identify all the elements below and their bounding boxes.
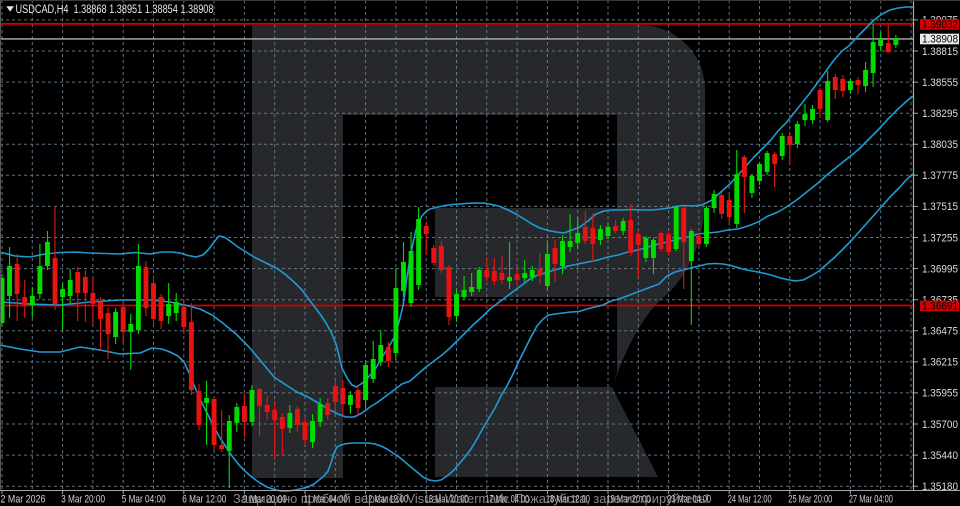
svg-text:Защищено пробной версией Visua: Защищено пробной версией Visual Watermar… xyxy=(233,491,709,506)
svg-text:1.38815: 1.38815 xyxy=(922,46,958,58)
svg-text:19 Mar 20:00: 19 Mar 20:00 xyxy=(607,494,651,506)
svg-text:1.38908: 1.38908 xyxy=(922,34,958,46)
svg-text:25 Mar 20:00: 25 Mar 20:00 xyxy=(788,494,832,506)
svg-text:1.35700: 1.35700 xyxy=(922,419,958,431)
svg-text:17 Mar 04:00: 17 Mar 04:00 xyxy=(485,494,529,506)
svg-text:3 Mar 20:00: 3 Mar 20:00 xyxy=(61,494,105,506)
svg-text:1.37775: 1.37775 xyxy=(922,170,958,182)
svg-text:13 Mar 20:00: 13 Mar 20:00 xyxy=(425,494,469,506)
svg-text:24 Mar 12:00: 24 Mar 12:00 xyxy=(728,494,772,506)
svg-text:1.35440: 1.35440 xyxy=(922,450,958,462)
svg-text:1.36215: 1.36215 xyxy=(922,357,958,369)
svg-text:1.38035: 1.38035 xyxy=(922,139,958,151)
svg-text:6 Mar 12:00: 6 Mar 12:00 xyxy=(182,494,226,506)
svg-text:1.35180: 1.35180 xyxy=(922,481,958,493)
svg-text:1.36995: 1.36995 xyxy=(922,263,958,275)
svg-text:1.37255: 1.37255 xyxy=(922,232,958,244)
svg-text:23 Mar 04:00: 23 Mar 04:00 xyxy=(667,494,711,506)
svg-text:5 Mar 04:00: 5 Mar 04:00 xyxy=(122,494,166,506)
svg-text:USDCAD,H4 1.38868 1.38951 1.3: USDCAD,H4 1.38868 1.38951 1.38854 1.3890… xyxy=(16,4,214,16)
svg-text:12 Mar 12:00: 12 Mar 12:00 xyxy=(364,494,408,506)
svg-text:11 Mar 04:00: 11 Mar 04:00 xyxy=(304,494,348,506)
svg-text:18 Mar 12:00: 18 Mar 12:00 xyxy=(546,494,590,506)
svg-text:1.36475: 1.36475 xyxy=(922,326,958,338)
svg-text:1.39032: 1.39032 xyxy=(922,19,958,31)
svg-text:1.38295: 1.38295 xyxy=(922,108,958,120)
svg-text:27 Mar 04:00: 27 Mar 04:00 xyxy=(849,494,893,506)
svg-text:2 Mar 2026: 2 Mar 2026 xyxy=(1,494,46,506)
svg-text:1.35955: 1.35955 xyxy=(922,388,958,400)
svg-text:1.36691: 1.36691 xyxy=(922,301,958,313)
svg-text:9 Mar 20:00: 9 Mar 20:00 xyxy=(243,494,287,506)
svg-text:1.38555: 1.38555 xyxy=(922,77,958,89)
svg-text:1.37515: 1.37515 xyxy=(922,201,958,213)
